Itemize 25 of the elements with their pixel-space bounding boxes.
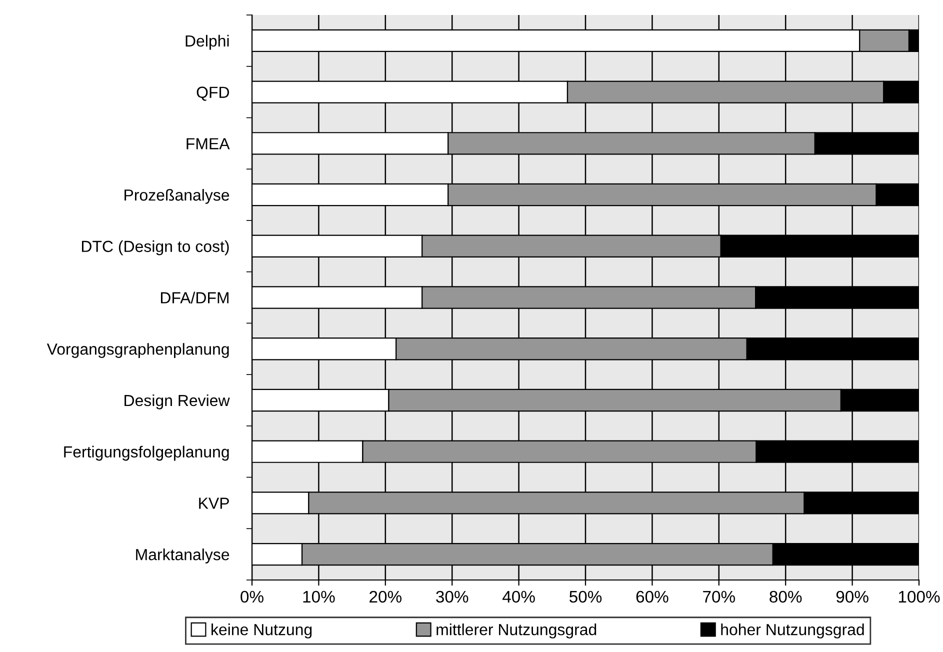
x-tick-label: 50% [569,590,602,603]
x-tick-label: 60% [636,590,668,603]
y-tick-label: Delphi [186,34,229,50]
y-tick-label: Vorgangsgraphenplanung [46,343,229,358]
legend-label: hoher Nutzungsgrad [721,624,864,638]
y-tick-label: FMEA [186,138,230,150]
y-tick-label: Fertigungsfolgeplanung [64,446,229,461]
legend-label: mittlerer Nutzungsgrad [436,624,596,638]
legend-label: keine Nutzung [212,624,312,638]
y-tick-label: QFD [196,86,230,101]
y-tick-label: DFA/DFM [160,292,228,304]
x-tick-label: 10% [303,590,335,603]
y-tick-label: KVP [199,498,229,509]
x-tick-label: 90% [836,590,868,603]
y-tick-label: DTC (Design to cost) [82,240,229,256]
x-tick-label: 0% [240,590,264,603]
x-tick-label: 30% [436,590,468,603]
y-tick-label: Design Review [124,394,230,410]
x-tick-label: 100% [898,590,940,603]
x-tick-label: 70% [703,590,735,603]
y-tick-label: Marktanalyse [136,548,230,564]
y-tick-label: Prozeßanalyse [124,188,230,204]
x-tick-label: 80% [770,590,802,603]
x-tick-label: 20% [370,590,402,603]
x-tick-label: 40% [502,590,535,603]
